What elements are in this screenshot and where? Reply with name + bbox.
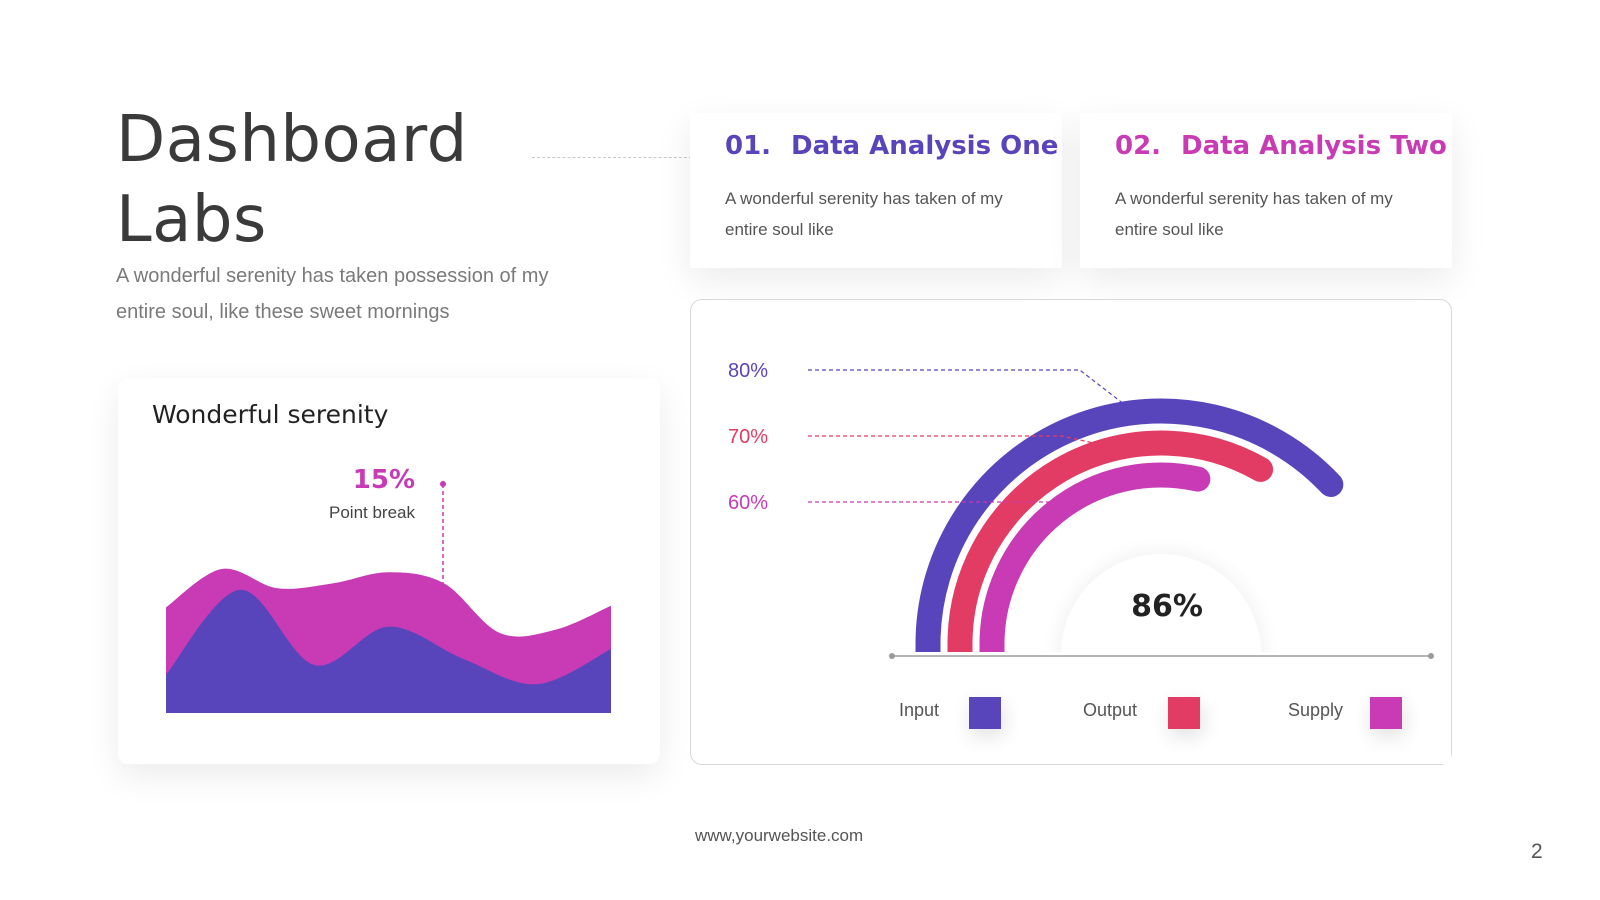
gauge-leader-output (808, 435, 1117, 449)
legend-label-output: Output (1083, 700, 1137, 720)
footer-website: www,yourwebsite.com (695, 826, 864, 845)
gauge-percent-label-output: 70% (728, 426, 768, 448)
page-number: 2 (1531, 840, 1543, 863)
baseline-end-left (889, 653, 895, 659)
card-title: Data Analysis One (791, 131, 1059, 161)
dashed-connector (532, 157, 692, 158)
legend-swatch-output (1168, 697, 1200, 729)
annotation-label: Point break (329, 503, 415, 522)
gauge-arc-input (915, 398, 1344, 667)
title-line-1: Dashboard (116, 103, 468, 177)
gauge-arc-output (947, 430, 1274, 667)
data-analysis-card-2: 02. Data Analysis Two A wonderful serenit… (1080, 113, 1452, 268)
card-heading: 02. Data Analysis Two (1115, 129, 1447, 163)
gauge-mask (871, 652, 1451, 764)
annotation-dot (440, 481, 446, 487)
annotation-value: 15% (353, 465, 415, 495)
wave-chart: 15% Point break (166, 465, 611, 713)
title-line-2: Labs (116, 183, 267, 257)
gauge-chart-panel: 86% 80% 70% 60% Input Output Supply (690, 299, 1452, 765)
page-title: Dashboard Labs (116, 100, 468, 260)
page-subtitle: A wonderful serenity has taken possessio… (116, 265, 549, 323)
legend-swatch-input (969, 697, 1001, 729)
card-heading: 01. Data Analysis One (725, 129, 1058, 163)
legend-label-input: Input (899, 700, 939, 720)
wave-chart-title: Wonderful serenity (152, 400, 389, 429)
card-number: 01. (725, 131, 772, 161)
legend-swatch-supply (1370, 697, 1402, 729)
baseline-end-right (1428, 653, 1434, 659)
gauge-leader-input (808, 369, 1136, 413)
card-title: Data Analysis Two (1181, 131, 1447, 161)
data-analysis-card-1: 01. Data Analysis One A wonderful serenit… (690, 113, 1062, 268)
gauge-percent-label-input: 80% (728, 360, 768, 382)
gauge-leader-supply (808, 483, 1106, 503)
wave-chart-card: 15% Point break Wonderful serenity (118, 378, 660, 764)
gauge-chart: 86% 80% 70% 60% Input Output Supply (728, 360, 1451, 764)
card-text: A wonderful serenity has taken of my ent… (725, 189, 1003, 239)
card-text: A wonderful serenity has taken of my ent… (1115, 189, 1393, 239)
gauge-center-value: 86% (1131, 589, 1203, 624)
legend-label-supply: Supply (1288, 700, 1343, 720)
wave-area-series-2 (166, 589, 611, 713)
gauge-arc-supply (979, 462, 1211, 667)
gauge-percent-label-supply: 60% (728, 492, 768, 514)
card-number: 02. (1115, 131, 1162, 161)
